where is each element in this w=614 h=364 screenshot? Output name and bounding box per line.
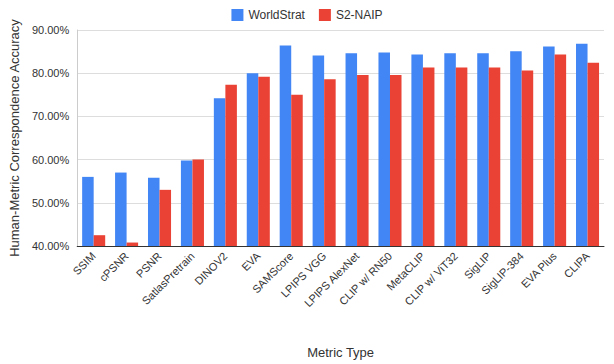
- svg-text:EVA Plus: EVA Plus: [519, 249, 560, 290]
- svg-text:DINOV2: DINOV2: [192, 250, 229, 287]
- svg-text:CLIP w/ ViT32: CLIP w/ ViT32: [402, 250, 460, 308]
- svg-text:PSNR: PSNR: [134, 250, 164, 280]
- svg-text:EVA: EVA: [239, 249, 263, 273]
- svg-text:SatlasPretrain: SatlasPretrain: [139, 250, 196, 307]
- svg-text:50.00%: 50.00%: [32, 197, 70, 209]
- svg-text:CLIP w/ RN50: CLIP w/ RN50: [337, 250, 395, 308]
- svg-text:40.00%: 40.00%: [32, 240, 70, 252]
- svg-text:LPIPS AlexNet: LPIPS AlexNet: [302, 250, 361, 309]
- svg-text:CLIPA: CLIPA: [561, 249, 592, 280]
- svg-text:90.00%: 90.00%: [32, 24, 70, 36]
- svg-text:cPSNR: cPSNR: [97, 250, 131, 284]
- svg-text:80.00%: 80.00%: [32, 67, 70, 79]
- svg-text:WorldStrat: WorldStrat: [248, 8, 305, 22]
- svg-text:Human-Metric Correspondence Ac: Human-Metric Correspondence Accuracy: [7, 19, 22, 257]
- svg-text:SigLIP-384: SigLIP-384: [479, 250, 526, 297]
- svg-text:60.00%: 60.00%: [32, 154, 70, 166]
- svg-text:SigLIP: SigLIP: [462, 250, 493, 281]
- svg-text:70.00%: 70.00%: [32, 110, 70, 122]
- svg-text:S2-NAIP: S2-NAIP: [336, 8, 383, 22]
- svg-text:LPIPS VGG: LPIPS VGG: [278, 249, 329, 300]
- svg-text:MetaCLIP: MetaCLIP: [384, 249, 428, 293]
- svg-text:SSIM: SSIM: [70, 250, 97, 277]
- svg-text:SAMScore: SAMScore: [249, 249, 296, 296]
- svg-text:Metric Type: Metric Type: [307, 345, 374, 360]
